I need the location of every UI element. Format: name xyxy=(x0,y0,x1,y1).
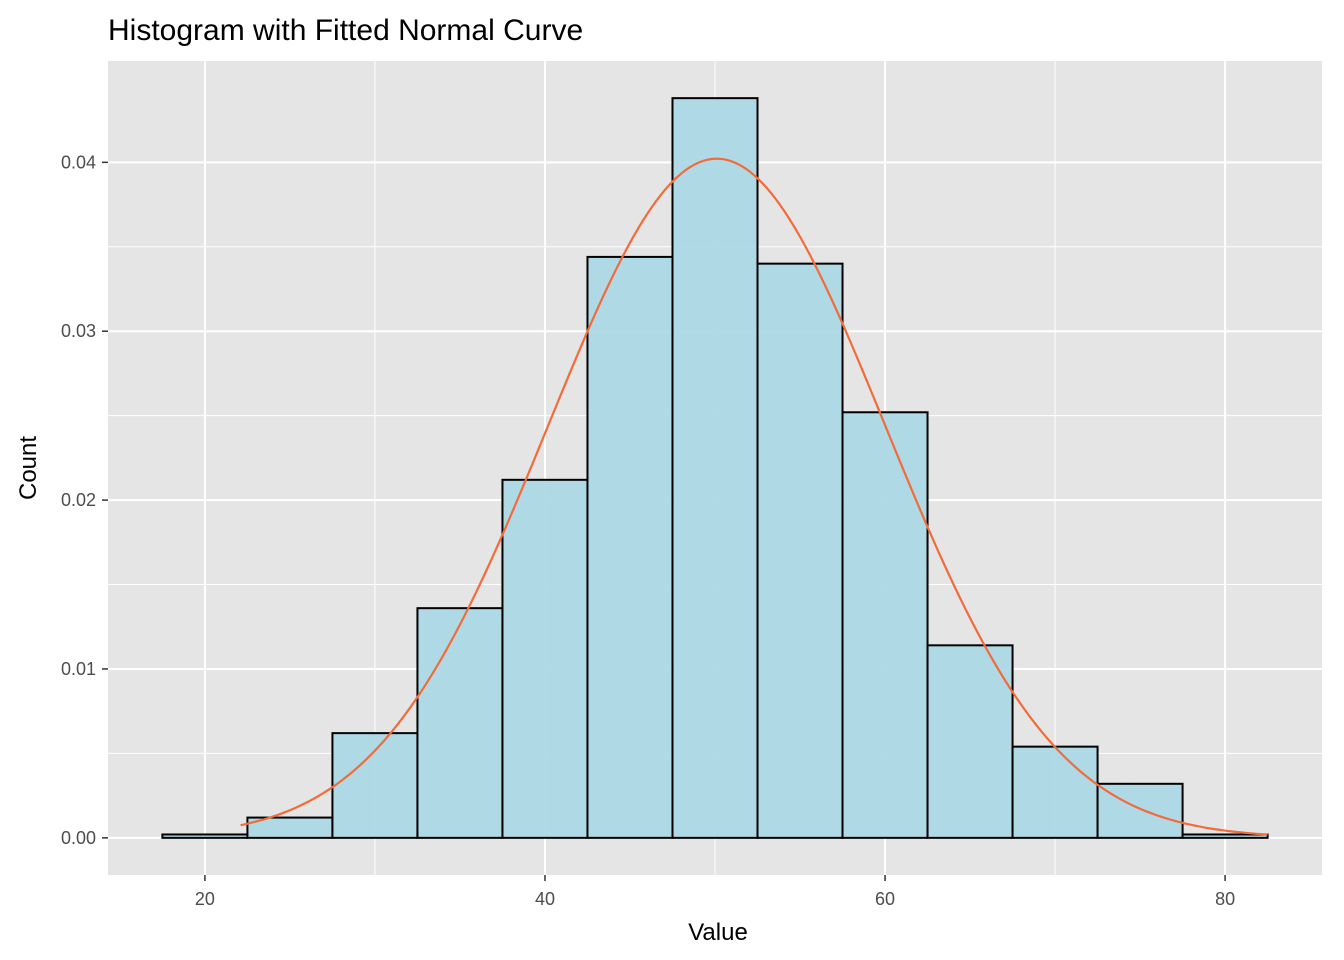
y-tick-label: 0.02 xyxy=(61,490,96,510)
x-tick-label: 20 xyxy=(195,889,215,909)
x-tick-label: 40 xyxy=(535,889,555,909)
histogram-bars xyxy=(161,97,1269,839)
y-axis-title: Count xyxy=(15,436,42,500)
x-tick-label: 60 xyxy=(875,889,895,909)
histogram-bar xyxy=(841,411,929,839)
histogram-bar xyxy=(331,732,419,839)
y-tick-label: 0.00 xyxy=(61,828,96,848)
x-tick-label: 80 xyxy=(1215,889,1235,909)
y-tick-label: 0.03 xyxy=(61,321,96,341)
x-axis-title: Value xyxy=(688,919,748,946)
histogram-bar xyxy=(926,644,1014,839)
histogram-bar xyxy=(416,607,504,839)
histogram-bar xyxy=(671,97,759,839)
chart-title: Histogram with Fitted Normal Curve xyxy=(108,14,583,47)
x-axis-ticks: 20 40 60 80 xyxy=(195,875,1235,909)
y-tick-label: 0.01 xyxy=(61,659,96,679)
histogram-bar xyxy=(501,478,589,839)
histogram-bar xyxy=(586,255,674,839)
y-tick-label: 0.04 xyxy=(61,152,96,172)
histogram-bar xyxy=(161,833,249,839)
histogram-bar xyxy=(756,262,844,839)
fitted-normal-curve xyxy=(240,157,1268,836)
histogram-bar xyxy=(1011,745,1099,839)
histogram-bar xyxy=(1096,782,1184,839)
histogram-bar xyxy=(1181,833,1269,839)
y-axis-ticks: 0.00 0.01 0.02 0.03 0.04 xyxy=(61,152,108,848)
